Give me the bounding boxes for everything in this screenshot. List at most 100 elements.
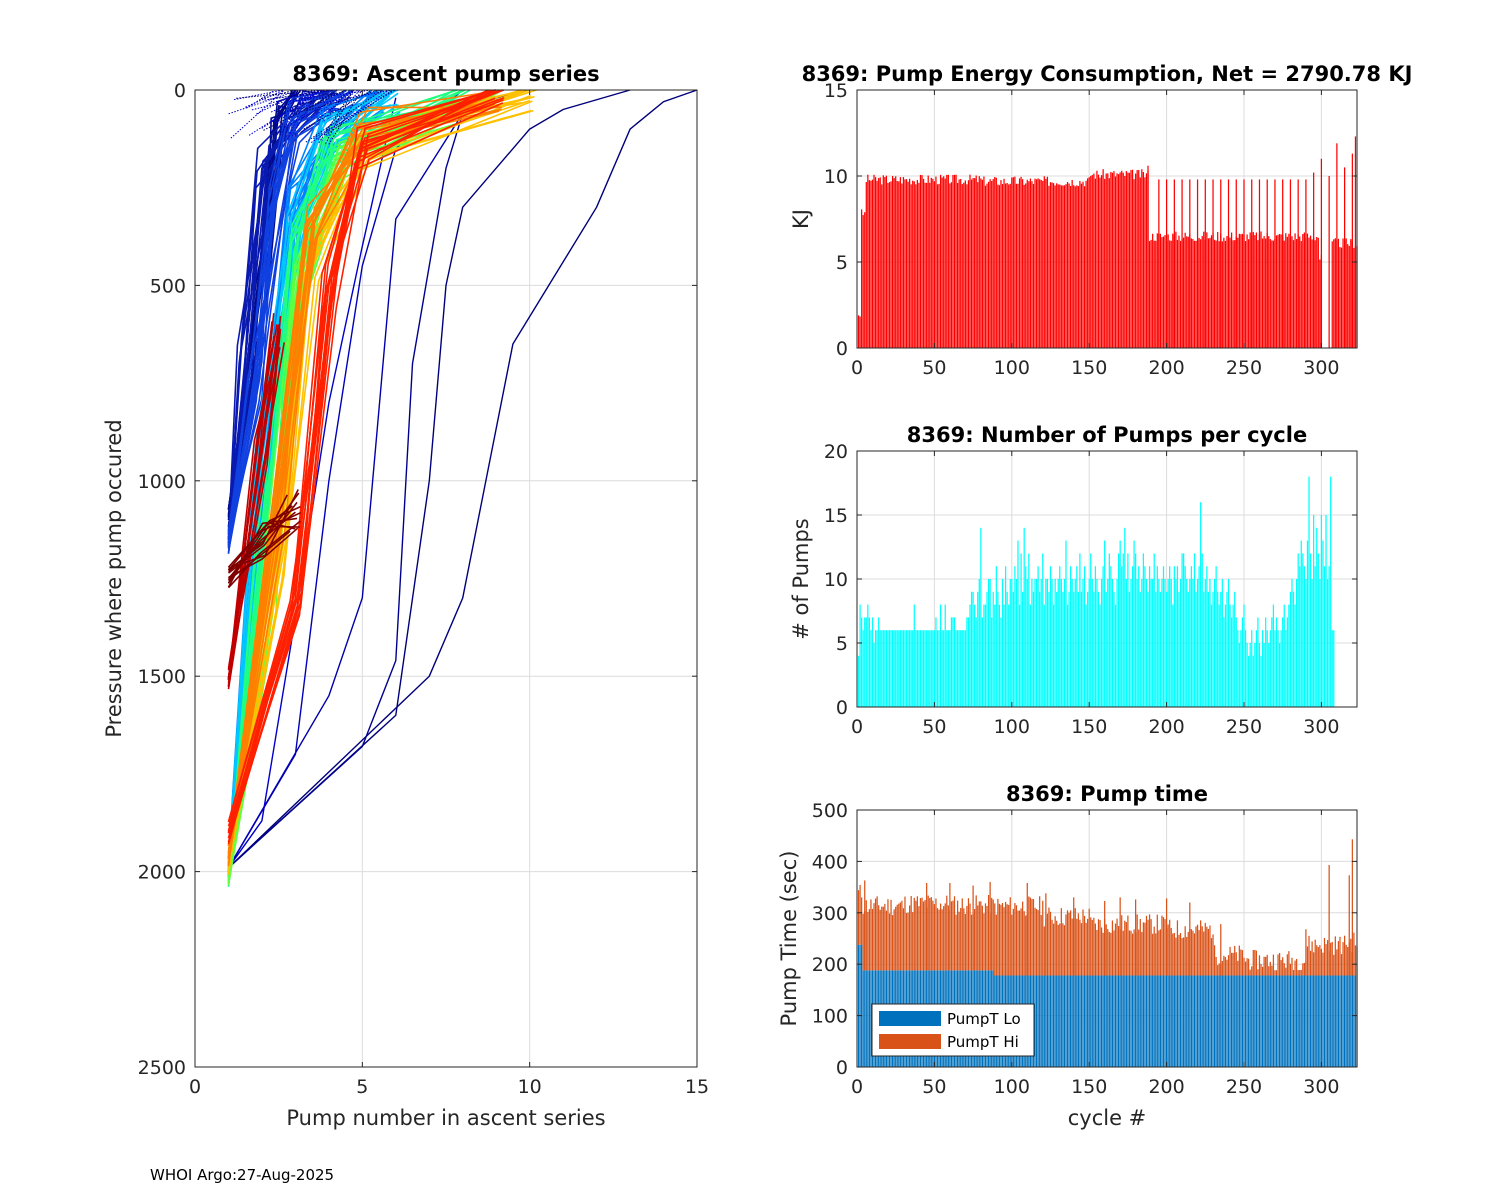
- pumps-xtick-label: 250: [1226, 716, 1262, 738]
- pumptime-bar: [1192, 930, 1194, 976]
- ascent-line-series-dense-10: [227, 103, 495, 832]
- pumptime-bar: [1353, 932, 1355, 976]
- pumps-bar: [1193, 553, 1196, 707]
- pumptime-bar: [1153, 926, 1155, 976]
- pumptime-bar: [1165, 898, 1168, 976]
- pumps-bar: [887, 630, 889, 707]
- energy-bar: [882, 175, 884, 348]
- pumptime-bar: [1147, 919, 1149, 976]
- pumptime-bar: [1128, 930, 1131, 976]
- pumptime-bar: [1141, 931, 1143, 976]
- energy-bar: [1226, 236, 1228, 348]
- pumptime-bar: [1223, 975, 1225, 1067]
- energy-bar: [969, 174, 971, 348]
- pumptime-bar: [870, 970, 872, 1067]
- pumptime-bar: [1051, 975, 1053, 1067]
- pumptime-bar: [1029, 897, 1031, 976]
- energy-bar: [1028, 181, 1030, 348]
- pumps-title: 8369: Number of Pumps per cycle: [907, 423, 1307, 447]
- pumptime-bar: [1161, 975, 1163, 1067]
- pumps-bar: [1029, 604, 1031, 707]
- pumptime-bar: [1023, 911, 1025, 976]
- pumps-xtick-label: 200: [1148, 716, 1184, 738]
- pumptime-bar: [1294, 960, 1296, 976]
- energy-bar: [873, 174, 875, 348]
- pumps-bar: [977, 591, 979, 707]
- pumptime-bar: [1280, 975, 1282, 1067]
- energy-bar: [1204, 179, 1206, 348]
- pumptime-bar: [910, 896, 912, 971]
- energy-bar: [1039, 179, 1041, 348]
- ascent-surface-dotted: [273, 89, 321, 126]
- ascent-surface-dotted: [275, 89, 350, 113]
- pumps-xtick-label: 0: [851, 716, 863, 738]
- pumptime-bar: [994, 903, 996, 976]
- pumps-bar: [1017, 540, 1019, 707]
- pumptime-bar: [991, 897, 993, 971]
- pumptime-bar: [1217, 975, 1219, 1067]
- pumps-bar: [1184, 566, 1186, 707]
- pumptime-bar: [1040, 975, 1042, 1067]
- pumptime-bar: [1248, 975, 1250, 1067]
- energy-bar: [1175, 231, 1177, 348]
- pumps-bar: [1325, 515, 1327, 707]
- pumps-bar: [1254, 643, 1256, 707]
- energy-bar: [1207, 238, 1210, 348]
- pumptime-bar: [941, 909, 943, 971]
- pumptime-bar: [1045, 975, 1047, 1067]
- pumptime-bar: [1308, 935, 1310, 976]
- pumps-bar: [952, 617, 954, 707]
- pumps-bar: [1124, 527, 1126, 707]
- pumptime-bar: [1049, 975, 1052, 1067]
- pumps-bar: [958, 630, 960, 707]
- pumps-bar: [1282, 617, 1284, 707]
- energy-bar: [1066, 181, 1069, 348]
- pumptime-bar: [1059, 923, 1061, 976]
- ascent-surface-dotted: [251, 89, 335, 111]
- energy-bar: [1023, 184, 1025, 348]
- pumps-bar: [1280, 630, 1282, 707]
- energy-bar: [878, 178, 880, 348]
- pumptime-xtick-label: 200: [1148, 1076, 1184, 1098]
- pumptime-bar: [1340, 975, 1343, 1067]
- energy-bar: [1215, 240, 1217, 348]
- pumptime-bar: [1274, 970, 1276, 976]
- pumps-bar: [1097, 591, 1100, 707]
- pumps-bar: [944, 604, 946, 707]
- ascent-surface-dotted: [303, 89, 373, 130]
- energy-bar: [919, 174, 922, 348]
- pumps-bar: [1189, 579, 1191, 707]
- energy-bar: [1235, 179, 1237, 348]
- pumptime-bar: [1272, 954, 1275, 976]
- energy-bar: [1252, 232, 1254, 348]
- energy-bar: [1096, 170, 1098, 348]
- pumps-bar: [1094, 566, 1097, 707]
- pumptime-bar: [1131, 975, 1134, 1067]
- pumptime-bar: [1224, 957, 1227, 976]
- pumptime-bar: [943, 906, 945, 971]
- pumptime-bar: [1133, 929, 1135, 976]
- energy-bar: [1060, 185, 1062, 348]
- pumptime-ytick-label: 200: [812, 954, 848, 976]
- pumps-bar: [1198, 566, 1200, 707]
- energy-bar: [1164, 235, 1166, 348]
- energy-bar: [1282, 179, 1284, 348]
- energy-bar: [1165, 179, 1168, 348]
- pumptime-bar: [1052, 975, 1055, 1067]
- ascent-surface-dotted: [321, 89, 355, 117]
- pumptime-bar: [1144, 922, 1146, 976]
- pumps-bar: [1003, 604, 1005, 707]
- pumptime-bar: [974, 908, 976, 971]
- energy-bar: [1088, 177, 1090, 348]
- pumptime-bar: [1018, 910, 1021, 976]
- pumptime-bar: [1071, 918, 1073, 976]
- pumptime-bar: [933, 904, 936, 971]
- pumptime-bar: [1046, 975, 1049, 1067]
- energy-bar: [939, 174, 942, 348]
- pumptime-bar: [1116, 918, 1118, 976]
- pumps-bar: [1313, 515, 1315, 707]
- energy-bar: [1162, 236, 1165, 348]
- pumptime-bar: [893, 909, 895, 971]
- pumptime-bar: [896, 904, 898, 971]
- pumptime-bar: [1351, 975, 1353, 1067]
